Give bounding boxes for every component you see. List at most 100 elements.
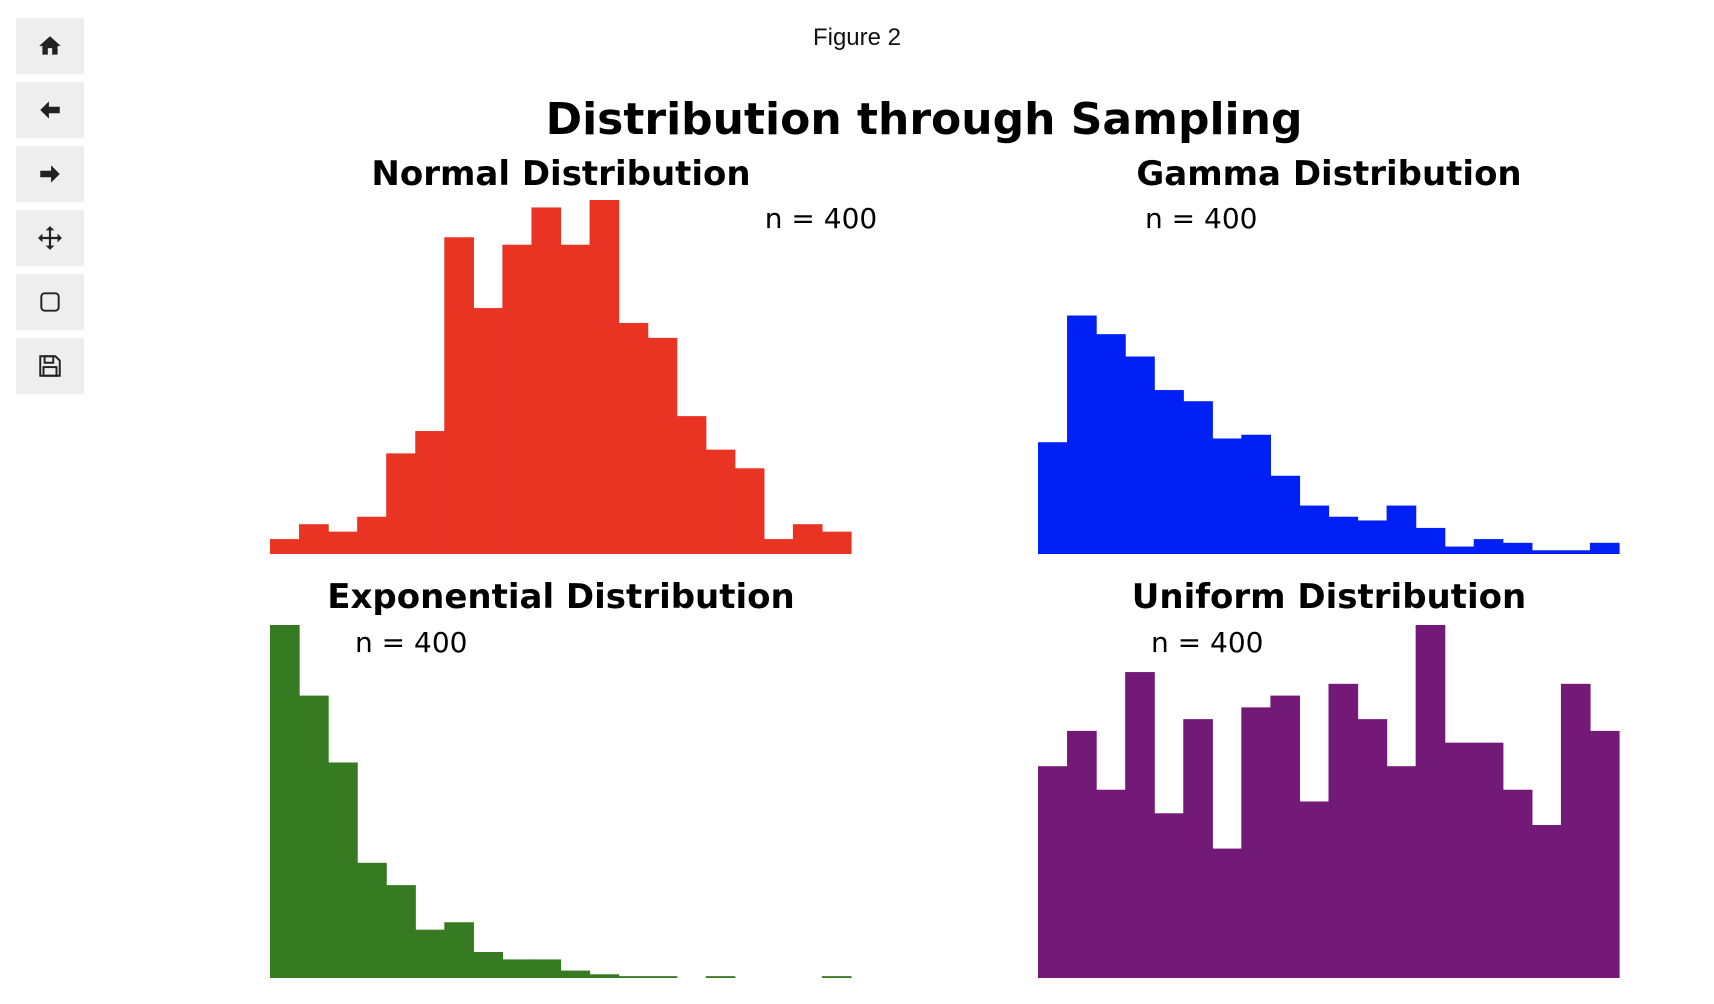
uniform-distribution-bar-19 [1560, 683, 1591, 978]
normal-distribution-panel: Normal Distribution n = 400 [270, 154, 877, 554]
exponential-distribution-bar-13 [618, 976, 649, 978]
gamma-distribution-title: Gamma Distribution [1136, 154, 1521, 194]
uniform-distribution-bar-18 [1531, 825, 1562, 978]
exponential-distribution-bar-20 [821, 976, 852, 978]
gamma-distribution-bar-19 [1560, 550, 1591, 554]
exponential-distribution-bar-4 [357, 862, 387, 978]
exponential-distribution-bar-1 [270, 625, 300, 978]
exponential-distribution-bar-6 [415, 929, 445, 978]
normal-distribution-bar-4 [357, 516, 387, 554]
gamma-distribution-bar-7 [1212, 438, 1242, 554]
gamma-distribution-bar-20 [1589, 542, 1620, 554]
uniform-distribution-sample-size-label: n = 400 [1151, 626, 1263, 659]
normal-distribution-bar-17 [734, 468, 765, 554]
gamma-distribution-bar-13 [1386, 505, 1417, 554]
gamma-distribution-bar-11 [1328, 516, 1359, 554]
normal-distribution-bar-14 [647, 337, 678, 554]
exponential-distribution-panel: Exponential Distribution n = 400 [270, 577, 852, 978]
normal-distribution-bar-9 [502, 244, 533, 554]
normal-distribution-bar-15 [676, 416, 707, 554]
normal-distribution-bar-6 [415, 431, 445, 554]
uniform-distribution-bar-8 [1241, 707, 1271, 978]
arrow-left-icon [40, 101, 60, 119]
uniform-distribution-bar-1 [1038, 766, 1068, 978]
home-button[interactable] [16, 18, 84, 74]
zoom-button[interactable] [16, 274, 84, 330]
back-button[interactable] [16, 82, 84, 138]
normal-distribution-bar-1 [270, 539, 300, 554]
exponential-distribution-bar-11 [560, 970, 591, 978]
normal-distribution-bar-5 [386, 453, 416, 554]
exponential-distribution-bar-10 [531, 959, 562, 978]
uniform-distribution-bar-10 [1299, 801, 1330, 978]
normal-distribution-bar-8 [473, 308, 503, 554]
normal-distribution-title: Normal Distribution [371, 154, 750, 194]
figure-suptitle: Distribution through Sampling [546, 94, 1303, 145]
gamma-distribution-bar-9 [1270, 475, 1301, 554]
uniform-distribution-bar-2 [1067, 730, 1097, 978]
gamma-distribution-bar-16 [1473, 539, 1504, 554]
save-button[interactable] [16, 338, 84, 394]
exponential-distribution-title: Exponential Distribution [327, 577, 794, 617]
normal-distribution-bar-3 [328, 531, 358, 554]
uniform-distribution-bar-17 [1502, 789, 1533, 978]
gamma-distribution-bar-3 [1096, 334, 1126, 554]
normal-distribution-bar-2 [299, 524, 329, 554]
exponential-distribution-bar-3 [328, 762, 358, 978]
gamma-distribution-bar-18 [1531, 550, 1562, 554]
exponential-distribution-bar-9 [502, 959, 533, 978]
arrow-right-icon [40, 165, 60, 183]
normal-distribution-sample-size-label: n = 400 [765, 202, 877, 235]
uniform-distribution-bar-12 [1357, 719, 1388, 978]
normal-distribution-bar-13 [618, 322, 649, 554]
gamma-distribution-bar-14 [1415, 527, 1446, 554]
exponential-distribution-bar-16 [705, 976, 736, 978]
exponential-distribution-bar-14 [647, 976, 678, 978]
normal-distribution-bar-16 [705, 449, 736, 554]
uniform-distribution-bar-6 [1183, 719, 1213, 978]
gamma-distribution-bar-15 [1444, 546, 1475, 554]
gamma-distribution-bar-1 [1038, 442, 1068, 554]
uniform-distribution-bar-11 [1328, 683, 1359, 978]
uniform-distribution-bar-4 [1125, 672, 1155, 978]
gamma-distribution-bar-2 [1067, 315, 1097, 554]
gamma-distribution-bar-6 [1183, 401, 1213, 554]
gamma-distribution-bar-12 [1357, 520, 1388, 554]
gamma-distribution-bar-5 [1154, 390, 1184, 554]
uniform-distribution-bar-15 [1444, 742, 1475, 978]
gamma-distribution-panel: Gamma Distribution n = 400 [1038, 154, 1620, 554]
gamma-distribution-bar-17 [1502, 542, 1533, 554]
gamma-distribution-sample-size-label: n = 400 [1145, 202, 1257, 235]
normal-distribution-bar-12 [589, 200, 620, 554]
home-icon [39, 36, 61, 55]
uniform-distribution-bar-20 [1589, 730, 1620, 978]
gamma-distribution-bar-4 [1125, 356, 1155, 554]
window-title: Figure 2 [812, 24, 902, 51]
uniform-distribution-bar-9 [1270, 695, 1301, 978]
exponential-distribution-bar-8 [473, 951, 503, 978]
exponential-distribution-bar-5 [386, 885, 416, 978]
uniform-distribution-bar-13 [1386, 766, 1417, 978]
save-icon [39, 355, 61, 377]
pan-button[interactable] [16, 210, 84, 266]
uniform-distribution-bar-16 [1473, 742, 1504, 978]
uniform-distribution-panel: Uniform Distribution n = 400 [1038, 577, 1620, 978]
uniform-distribution-bar-7 [1212, 848, 1242, 978]
gamma-distribution-bar-10 [1299, 505, 1330, 554]
normal-distribution-bar-20 [821, 531, 852, 554]
exponential-distribution-sample-size-label: n = 400 [355, 626, 467, 659]
normal-distribution-bar-18 [763, 539, 794, 554]
normal-distribution-bar-11 [560, 244, 591, 554]
normal-distribution-bar-7 [444, 237, 474, 554]
exponential-distribution-bar-2 [299, 695, 329, 978]
forward-button[interactable] [16, 146, 84, 202]
move-icon [38, 226, 62, 250]
zoom-rect-icon [40, 292, 60, 312]
normal-distribution-bar-19 [792, 524, 823, 554]
toolbar [16, 18, 84, 402]
uniform-distribution-bar-14 [1415, 625, 1446, 978]
normal-distribution-bar-10 [531, 207, 562, 554]
exponential-distribution-bar-12 [589, 974, 620, 978]
